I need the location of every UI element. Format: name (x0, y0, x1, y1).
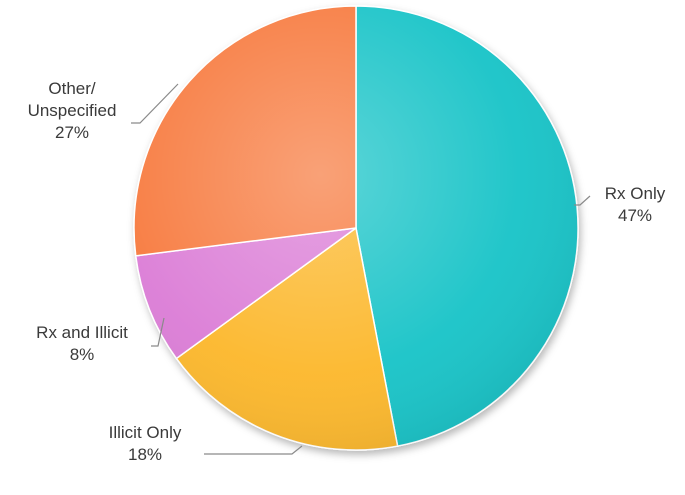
leader-line (151, 317, 165, 347)
leader-line (131, 83, 179, 124)
pct-rx-only: 47% (618, 206, 652, 225)
leader-line (204, 445, 303, 455)
pct-other-unspecified: 27% (55, 123, 89, 142)
slice-other-unspecified (133, 5, 357, 257)
leader-line (574, 195, 591, 206)
pct-rx-and-illicit: 8% (70, 345, 95, 364)
label-other-unspecified: Unspecified (28, 101, 117, 120)
pie-slices (133, 5, 579, 451)
pct-illicit-only: 18% (128, 445, 162, 464)
label-rx-and-illicit: Rx and Illicit (36, 323, 128, 342)
leader-lines (131, 83, 591, 455)
slice-rx-only (355, 5, 579, 447)
label-other-unspecified: Other/ (48, 79, 96, 98)
slice-labels: Rx Only 47% Illicit Only 18% Rx and Illicit 8… (28, 79, 666, 464)
label-rx-only: Rx Only (605, 184, 666, 203)
label-illicit-only: Illicit Only (109, 423, 182, 442)
